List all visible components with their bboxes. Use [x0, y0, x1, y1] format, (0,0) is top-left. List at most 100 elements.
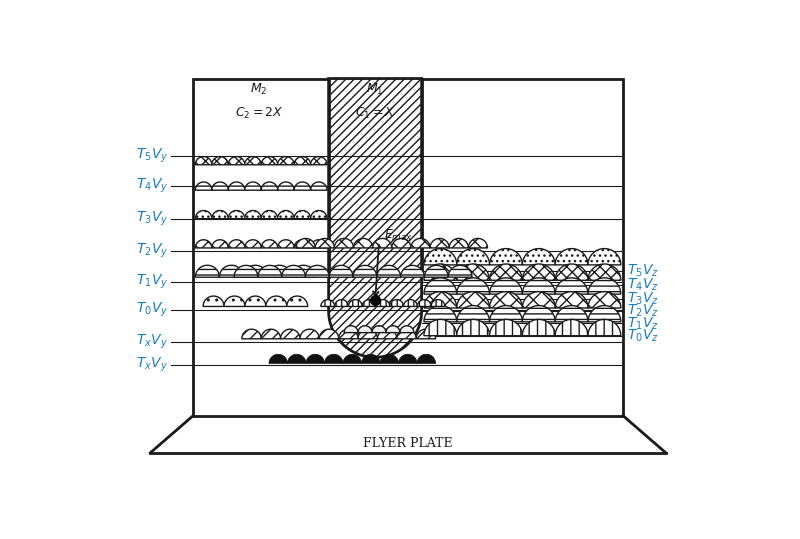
Polygon shape	[424, 320, 457, 336]
Text: $E_{max}$: $E_{max}$	[385, 228, 414, 243]
Polygon shape	[286, 296, 308, 307]
Text: $T_{5}V_{y}$: $T_{5}V_{y}$	[136, 147, 168, 165]
Polygon shape	[457, 292, 490, 308]
Polygon shape	[378, 329, 397, 339]
Polygon shape	[203, 296, 224, 307]
Text: $T_{2}V_{z}$: $T_{2}V_{z}$	[627, 303, 659, 319]
Polygon shape	[228, 211, 245, 219]
Polygon shape	[354, 238, 373, 248]
Polygon shape	[424, 306, 457, 322]
Polygon shape	[228, 157, 245, 165]
Polygon shape	[325, 354, 343, 363]
Polygon shape	[319, 329, 338, 339]
Polygon shape	[245, 182, 262, 190]
Polygon shape	[424, 248, 457, 265]
Polygon shape	[310, 240, 327, 248]
Polygon shape	[195, 182, 212, 190]
Polygon shape	[490, 292, 522, 308]
Text: $T_{x}V_{y}$: $T_{x}V_{y}$	[136, 356, 168, 374]
Polygon shape	[588, 320, 621, 336]
Text: $T_{0}V_{y}$: $T_{0}V_{y}$	[136, 300, 168, 319]
Polygon shape	[306, 354, 325, 363]
Polygon shape	[398, 354, 417, 363]
Polygon shape	[555, 248, 588, 265]
Polygon shape	[555, 320, 588, 336]
Polygon shape	[424, 278, 457, 294]
Polygon shape	[245, 296, 266, 307]
Polygon shape	[392, 238, 411, 248]
Polygon shape	[262, 182, 278, 190]
Polygon shape	[294, 240, 310, 248]
Polygon shape	[397, 329, 416, 339]
Polygon shape	[457, 264, 490, 280]
Polygon shape	[329, 79, 422, 357]
Polygon shape	[424, 292, 457, 308]
Polygon shape	[224, 296, 245, 307]
Polygon shape	[588, 264, 621, 280]
Text: $T_{4}V_{y}$: $T_{4}V_{y}$	[136, 177, 168, 196]
Polygon shape	[278, 182, 294, 190]
Polygon shape	[334, 300, 349, 307]
Polygon shape	[377, 265, 401, 277]
Polygon shape	[315, 238, 334, 248]
Polygon shape	[457, 278, 490, 294]
Polygon shape	[262, 240, 278, 248]
Polygon shape	[555, 264, 588, 280]
Polygon shape	[400, 326, 414, 333]
Polygon shape	[450, 238, 468, 248]
Polygon shape	[294, 182, 310, 190]
Polygon shape	[417, 354, 435, 363]
Polygon shape	[195, 157, 212, 165]
Polygon shape	[588, 278, 621, 294]
Polygon shape	[282, 265, 306, 277]
Text: $T_{3}V_{y}$: $T_{3}V_{y}$	[136, 210, 168, 228]
Polygon shape	[294, 157, 310, 165]
Polygon shape	[416, 329, 435, 339]
Polygon shape	[343, 354, 362, 363]
Polygon shape	[281, 329, 300, 339]
Polygon shape	[411, 238, 430, 248]
Polygon shape	[490, 248, 522, 265]
Polygon shape	[330, 265, 353, 277]
Polygon shape	[424, 264, 457, 280]
Text: $T_{x}V_{y}$: $T_{x}V_{y}$	[136, 333, 168, 351]
Polygon shape	[310, 157, 327, 165]
Polygon shape	[490, 278, 522, 294]
Polygon shape	[430, 238, 450, 248]
Text: $T_{5}V_{z}$: $T_{5}V_{z}$	[627, 263, 659, 279]
Polygon shape	[296, 238, 315, 248]
Text: $T_{0}V_{z}$: $T_{0}V_{z}$	[627, 328, 659, 344]
Text: $M_2$: $M_2$	[250, 82, 267, 97]
Polygon shape	[278, 240, 294, 248]
Polygon shape	[267, 265, 291, 277]
Polygon shape	[195, 211, 212, 219]
Polygon shape	[234, 265, 258, 277]
Polygon shape	[362, 300, 376, 307]
Polygon shape	[321, 300, 334, 307]
Polygon shape	[522, 320, 555, 336]
Polygon shape	[212, 157, 228, 165]
Polygon shape	[448, 265, 472, 277]
Polygon shape	[228, 182, 245, 190]
Polygon shape	[262, 329, 281, 339]
Polygon shape	[555, 292, 588, 308]
Polygon shape	[588, 292, 621, 308]
Polygon shape	[300, 329, 319, 339]
Text: $C_2 = 2X$: $C_2 = 2X$	[234, 106, 283, 121]
Polygon shape	[555, 278, 588, 294]
Polygon shape	[431, 300, 445, 307]
Polygon shape	[522, 278, 555, 294]
Polygon shape	[457, 248, 490, 265]
Polygon shape	[349, 300, 362, 307]
Polygon shape	[262, 211, 278, 219]
Polygon shape	[490, 320, 522, 336]
Polygon shape	[338, 329, 358, 339]
Polygon shape	[310, 211, 327, 219]
Polygon shape	[310, 182, 327, 190]
Polygon shape	[358, 326, 372, 333]
Polygon shape	[245, 211, 262, 219]
Polygon shape	[358, 329, 378, 339]
Text: $C_1 = X$: $C_1 = X$	[354, 106, 395, 121]
Polygon shape	[269, 354, 287, 363]
Polygon shape	[457, 306, 490, 322]
